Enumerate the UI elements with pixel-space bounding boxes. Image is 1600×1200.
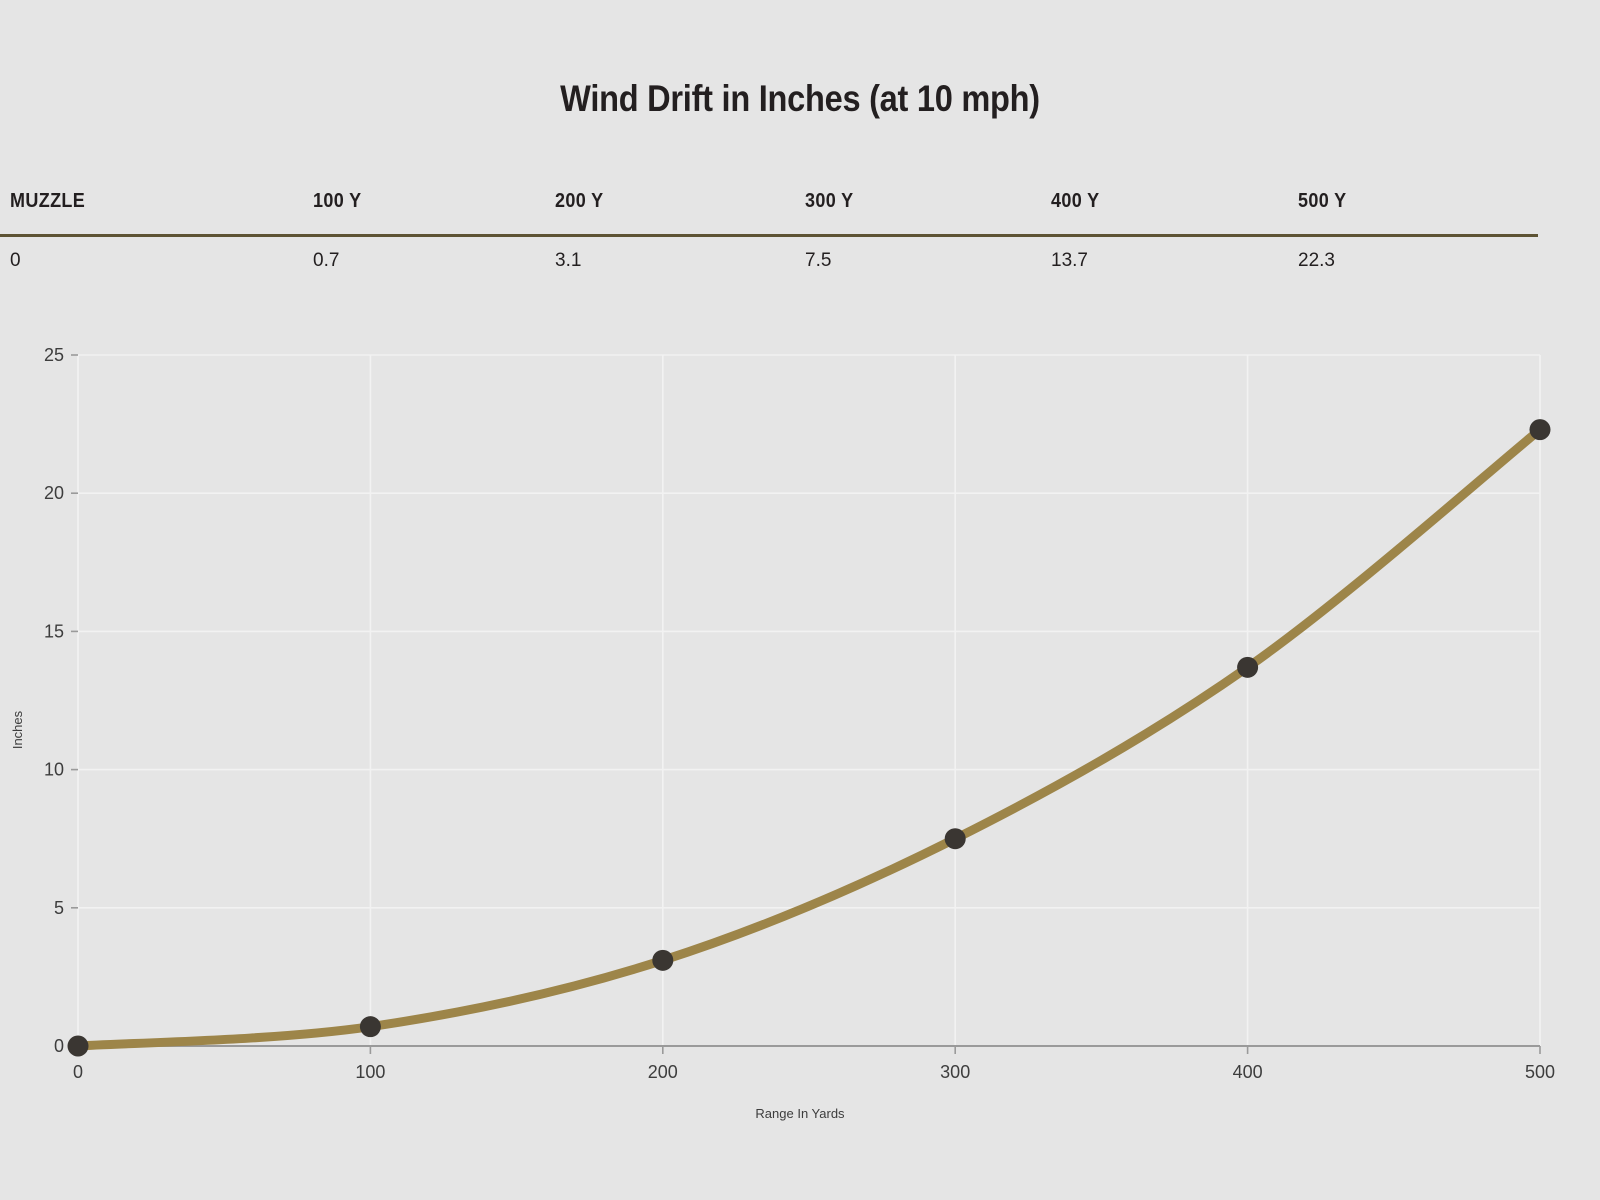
y-tick-label: 20	[44, 483, 64, 503]
data-point-marker	[359, 1016, 381, 1038]
table-header-200y: 200 Y	[555, 190, 604, 212]
table-value-100y: 0.7	[313, 250, 340, 271]
y-tick-label: 5	[54, 898, 64, 918]
x-tick-label: 0	[73, 1062, 83, 1082]
table-header-300y: 300 Y	[805, 190, 854, 212]
y-tick-label: 25	[44, 345, 64, 365]
x-tick-label: 400	[1233, 1062, 1263, 1082]
y-axis-title: Inches	[10, 710, 25, 749]
x-tick-label: 300	[940, 1062, 970, 1082]
table-value-300y: 7.5	[805, 250, 832, 271]
table-value-200y: 3.1	[555, 250, 582, 271]
table-header-500y: 500 Y	[1298, 190, 1347, 212]
table-header-muzzle: MUZZLE	[10, 190, 86, 212]
table-value-500y: 22.3	[1298, 250, 1335, 271]
y-axis-tick-labels: 0 5 10 15 20 25	[44, 345, 64, 1056]
y-axis-ticks	[71, 354, 78, 1047]
data-point-marker	[1529, 419, 1551, 441]
x-tick-label: 500	[1525, 1062, 1555, 1082]
chart-title: Wind Drift in Inches (at 10 mph)	[560, 78, 1040, 119]
data-point-marker	[1237, 656, 1259, 678]
x-axis-title: Range In Yards	[755, 1106, 845, 1121]
y-tick-label: 10	[44, 760, 64, 780]
plot-svg: 0 5 10 15 20 25 0 100 200 300 400 500 Inches Range…	[10, 345, 1555, 1121]
table-value-400y: 13.7	[1051, 250, 1088, 271]
data-point-marker	[652, 949, 674, 971]
table-value-muzzle: 0	[10, 250, 21, 271]
y-tick-label: 15	[44, 621, 64, 641]
data-point-marker	[944, 828, 966, 850]
table-value-row: 0 0.7 3.1 7.5 13.7 22.3	[0, 250, 1600, 284]
wind-drift-line	[73, 425, 1545, 1051]
y-tick-label: 0	[54, 1036, 64, 1056]
ballistics-data-table: MUZZLE 100 Y 200 Y 300 Y 400 Y 500 Y 0 0…	[0, 190, 1600, 300]
table-header-100y: 100 Y	[313, 190, 362, 212]
x-axis-tick-labels: 0 100 200 300 400 500	[73, 1062, 1555, 1082]
table-divider	[0, 234, 1538, 237]
data-point-marker	[67, 1035, 89, 1057]
x-tick-label: 100	[355, 1062, 385, 1082]
wind-drift-markers	[67, 419, 1551, 1057]
grid-lines	[77, 354, 1541, 1047]
table-header-row: MUZZLE 100 Y 200 Y 300 Y 400 Y 500 Y	[0, 190, 1600, 232]
x-axis-ticks	[77, 1046, 1541, 1054]
table-header-400y: 400 Y	[1051, 190, 1100, 212]
line-chart-plot: 0 5 10 15 20 25 0 100 200 300 400 500 Inches Range…	[0, 330, 1600, 1160]
x-tick-label: 200	[648, 1062, 678, 1082]
